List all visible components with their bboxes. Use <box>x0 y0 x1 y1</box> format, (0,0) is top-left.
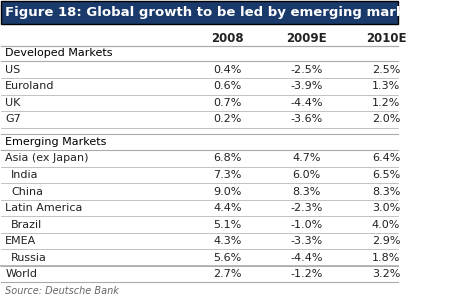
FancyBboxPatch shape <box>1 1 398 24</box>
Text: 8.3%: 8.3% <box>292 186 321 196</box>
Text: -4.4%: -4.4% <box>291 253 323 263</box>
Text: China: China <box>11 186 43 196</box>
Text: 6.8%: 6.8% <box>213 153 242 163</box>
Text: World: World <box>6 269 37 279</box>
Text: 1.8%: 1.8% <box>372 253 400 263</box>
Text: UK: UK <box>6 98 21 108</box>
Text: 3.2%: 3.2% <box>372 269 400 279</box>
Text: EMEA: EMEA <box>6 236 37 246</box>
Text: 2.9%: 2.9% <box>372 236 400 246</box>
Text: 4.3%: 4.3% <box>213 236 242 246</box>
Text: 4.0%: 4.0% <box>372 219 400 230</box>
Text: Euroland: Euroland <box>6 81 55 91</box>
Text: 5.1%: 5.1% <box>213 219 241 230</box>
Text: 2009E: 2009E <box>286 32 327 45</box>
Text: 4.7%: 4.7% <box>292 153 321 163</box>
Text: Source: Deutsche Bank: Source: Deutsche Bank <box>6 286 119 295</box>
Text: 6.4%: 6.4% <box>372 153 400 163</box>
Text: Figure 18: Global growth to be led by emerging markets: Figure 18: Global growth to be led by em… <box>6 6 428 19</box>
Text: 5.6%: 5.6% <box>213 253 241 263</box>
Text: Brazil: Brazil <box>11 219 43 230</box>
Text: Developed Markets: Developed Markets <box>6 48 113 58</box>
Text: -3.6%: -3.6% <box>291 114 323 124</box>
Text: Asia (ex Japan): Asia (ex Japan) <box>6 153 89 163</box>
Text: -2.3%: -2.3% <box>291 203 323 213</box>
Text: -1.0%: -1.0% <box>291 219 323 230</box>
Text: -2.5%: -2.5% <box>291 65 323 75</box>
Text: 0.7%: 0.7% <box>213 98 242 108</box>
Text: 0.4%: 0.4% <box>213 65 242 75</box>
Text: 3.0%: 3.0% <box>372 203 400 213</box>
Text: 2.5%: 2.5% <box>372 65 400 75</box>
Text: -1.2%: -1.2% <box>291 269 323 279</box>
Text: 9.0%: 9.0% <box>213 186 242 196</box>
Text: 4.4%: 4.4% <box>213 203 242 213</box>
Text: 0.6%: 0.6% <box>213 81 241 91</box>
Text: US: US <box>6 65 20 75</box>
Text: 6.0%: 6.0% <box>292 170 321 180</box>
Text: 0.2%: 0.2% <box>213 114 242 124</box>
Text: 2.7%: 2.7% <box>213 269 242 279</box>
Text: 2.0%: 2.0% <box>372 114 400 124</box>
Text: 2008: 2008 <box>211 32 244 45</box>
Text: India: India <box>11 170 39 180</box>
Text: -3.3%: -3.3% <box>291 236 323 246</box>
Text: -4.4%: -4.4% <box>291 98 323 108</box>
Text: Latin America: Latin America <box>6 203 83 213</box>
Text: 1.3%: 1.3% <box>372 81 400 91</box>
Text: -3.9%: -3.9% <box>291 81 323 91</box>
Text: Russia: Russia <box>11 253 47 263</box>
Text: 2010E: 2010E <box>366 32 406 45</box>
Text: 1.2%: 1.2% <box>372 98 400 108</box>
Text: 6.5%: 6.5% <box>372 170 400 180</box>
Text: 7.3%: 7.3% <box>213 170 242 180</box>
Text: 8.3%: 8.3% <box>372 186 400 196</box>
Text: G7: G7 <box>6 114 21 124</box>
Text: Emerging Markets: Emerging Markets <box>6 137 107 147</box>
